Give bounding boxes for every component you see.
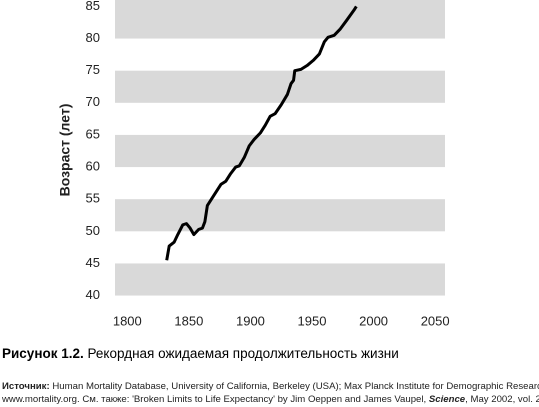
- chart: Возраст (лет) 40 45 50 55 60 65 70 75 80 85 1800 18…: [57, 0, 450, 328]
- y-tick-label: 60: [86, 159, 100, 174]
- line: [165, 5, 358, 261]
- x-tick-label: 1950: [298, 313, 327, 328]
- caption: Рисунок 1.2. Рекордная ожидаемая продолж…: [2, 346, 399, 361]
- grid-band: [115, 134, 445, 168]
- grid-band: [115, 199, 445, 232]
- grid-band: [115, 263, 445, 296]
- y-tick-label: 70: [86, 94, 100, 109]
- source-label: Источник:: [2, 381, 50, 392]
- y-tick-label: 40: [86, 287, 100, 302]
- x-tick-label: 1850: [174, 313, 203, 328]
- x-tick-label: 1800: [113, 313, 142, 328]
- source-text: Human Mortality Database, University of …: [52, 381, 539, 392]
- x-tick-label: 1900: [236, 313, 265, 328]
- y-tick-label: 55: [86, 191, 100, 206]
- y-tick-label: 85: [86, 0, 100, 13]
- y-axis-label: Возраст (лет): [57, 104, 73, 197]
- source-text: , May 2002, vol. 296.: [465, 394, 539, 405]
- source: Источник: Human Mortality Database, Univ…: [2, 380, 539, 406]
- caption-number: Рисунок 1.2.: [2, 346, 84, 361]
- y-tick-label: 80: [86, 30, 100, 45]
- source-text: www.mortality.org. См. также: 'Broken Li…: [2, 394, 429, 405]
- grid-band: [115, 70, 445, 103]
- y-tick-label: 45: [86, 255, 100, 270]
- x-tick-label: 2000: [359, 313, 388, 328]
- y-tick-label: 65: [86, 126, 100, 141]
- x-tick-label: 2050: [421, 313, 450, 328]
- y-tick-label: 75: [86, 62, 100, 77]
- caption-text: Рекордная ожидаемая продолжительность жи…: [87, 346, 399, 361]
- grid-band: [115, 0, 445, 39]
- source-journal: Science: [428, 394, 466, 405]
- y-tick-label: 50: [86, 223, 100, 238]
